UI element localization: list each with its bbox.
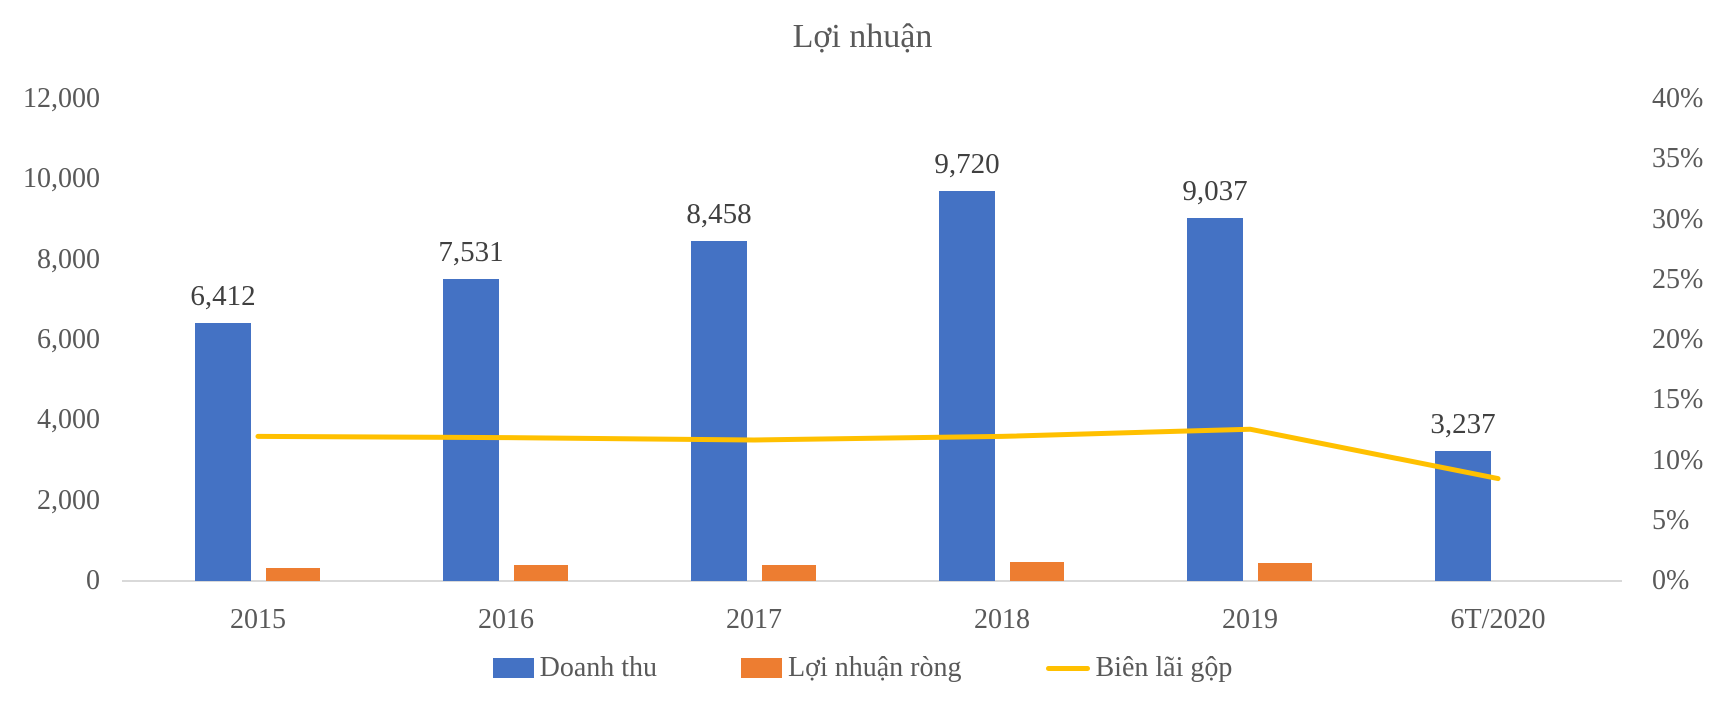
- left-axis-tick-4-000: 4,000: [37, 404, 100, 436]
- legend: Doanh thu Lợi nhuận ròng Biên lãi gộp: [0, 652, 1725, 684]
- bar-l-i-nhu-n-r-ng-2016: [514, 564, 568, 581]
- data-label-2016: 7,531: [438, 235, 504, 268]
- x-axis-label-2015: 2015: [230, 604, 286, 635]
- legend-swatch-l-i-nhu-n-r-ng: [741, 658, 783, 678]
- data-label-2019: 9,037: [1182, 175, 1248, 208]
- legend-item-bi-n-l-i-g-p: Biên lãi gộp: [1045, 652, 1233, 684]
- bar-doanh-thu-2018: [939, 190, 995, 581]
- data-label-6t-2020: 3,237: [1430, 407, 1496, 440]
- data-label-2017: 8,458: [686, 198, 752, 231]
- left-axis-tick-6-000: 6,000: [37, 324, 100, 355]
- right-axis-tick-0: 0%: [1652, 565, 1690, 596]
- legend-swatch-bi-n-l-i-g-p: [1045, 665, 1090, 671]
- bar-l-i-nhu-n-r-ng-2018: [1010, 562, 1064, 581]
- bar-doanh-thu-2016: [443, 278, 499, 581]
- right-axis-tick-40: 40%: [1652, 83, 1704, 114]
- plot-area: 6,412 7,531 8,458 9,720 9,037 3,237: [122, 99, 1622, 582]
- left-axis-tick-12-000: 12,000: [23, 83, 100, 114]
- bar-doanh-thu-2015: [195, 323, 251, 581]
- bar-l-i-nhu-n-r-ng-2015: [266, 567, 320, 581]
- legend-label-l-i-nhu-n-r-ng: Lợi nhuận ròng: [788, 652, 962, 683]
- x-axis-label-2018: 2018: [974, 604, 1030, 635]
- x-axis-label-2016: 2016: [478, 604, 534, 635]
- bar-doanh-thu-2017: [691, 241, 747, 581]
- right-axis-tick-25: 25%: [1652, 263, 1704, 295]
- chart-title: Lợi nhuận: [792, 18, 933, 55]
- right-axis-tick-15: 15%: [1652, 384, 1704, 416]
- x-axis-label-2017: 2017: [726, 604, 782, 635]
- left-axis-tick-2-000: 2,000: [37, 484, 100, 516]
- left-axis-tick-8-000: 8,000: [37, 243, 100, 275]
- x-axis-label-2019: 2019: [1222, 604, 1278, 635]
- data-label-2015: 6,412: [190, 280, 256, 313]
- legend-label-doanh-thu: Doanh thu: [539, 652, 658, 683]
- legend-swatch-doanh-thu: [492, 658, 534, 678]
- right-axis-tick-5: 5%: [1652, 504, 1690, 536]
- bi-n-l-i-g-p-line: [255, 426, 1501, 482]
- legend-item-l-i-nhu-n-r-ng: Lợi nhuận ròng: [741, 652, 962, 684]
- right-axis-tick-35: 35%: [1652, 143, 1704, 175]
- x-axis-line: [122, 580, 1622, 582]
- bar-l-i-nhu-n-r-ng-2017: [762, 564, 816, 581]
- legend-label-bi-n-l-i-g-p: Biên lãi gộp: [1095, 652, 1233, 683]
- right-axis-tick-20: 20%: [1652, 324, 1704, 355]
- left-axis-tick-10-000: 10,000: [23, 163, 100, 195]
- bar-l-i-nhu-n-r-ng-2019: [1258, 563, 1312, 581]
- left-axis-tick-0: 0: [86, 565, 100, 596]
- right-axis-tick-30: 30%: [1652, 203, 1704, 235]
- right-axis-tick-10: 10%: [1652, 444, 1704, 476]
- bar-doanh-thu-2019: [1187, 218, 1243, 581]
- legend-item-doanh-thu: Doanh thu: [492, 652, 658, 684]
- data-label-2018: 9,720: [934, 147, 1000, 180]
- x-axis-label-6t-2020: 6T/2020: [1450, 604, 1546, 635]
